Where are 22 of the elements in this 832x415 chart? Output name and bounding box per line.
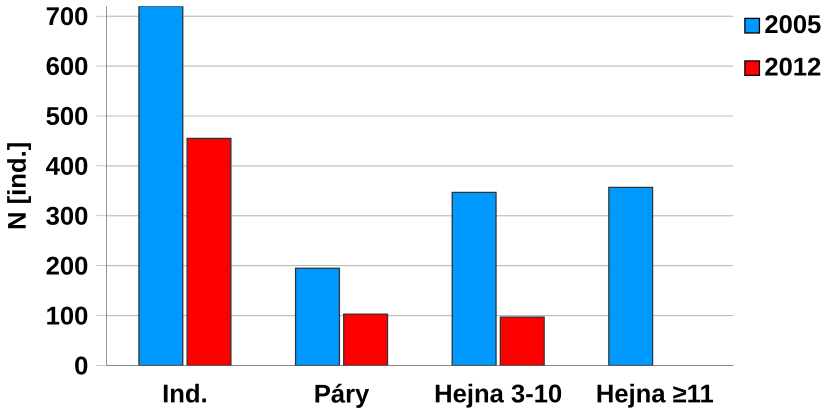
y-tick-label: 500 [46, 106, 88, 126]
bar [186, 138, 232, 366]
bar [138, 6, 184, 366]
legend-label: 2012 [765, 58, 820, 76]
x-tick-label: Páry [315, 384, 370, 408]
bar [500, 316, 545, 366]
x-tick-label: Ind. [164, 384, 206, 403]
bar [343, 314, 388, 366]
y-tick-label: 200 [46, 256, 88, 275]
x-tick-label: Hejna 3-10 [436, 384, 562, 408]
y-tick-label: 100 [47, 306, 88, 325]
x-tick-label: Hejna ≥11 [598, 384, 714, 408]
y-axis-title: N [ind.] [7, 143, 32, 228]
bar [452, 192, 497, 366]
legend-label: 2005 [765, 15, 821, 34]
y-tick-label: 300 [46, 206, 88, 225]
y-tick-label: 0 [75, 356, 88, 375]
bar [608, 186, 654, 366]
y-tick-label: 700 [46, 7, 88, 26]
bar [294, 268, 340, 366]
y-tick-label: 600 [46, 57, 88, 76]
y-tick-label: 400 [46, 156, 88, 175]
